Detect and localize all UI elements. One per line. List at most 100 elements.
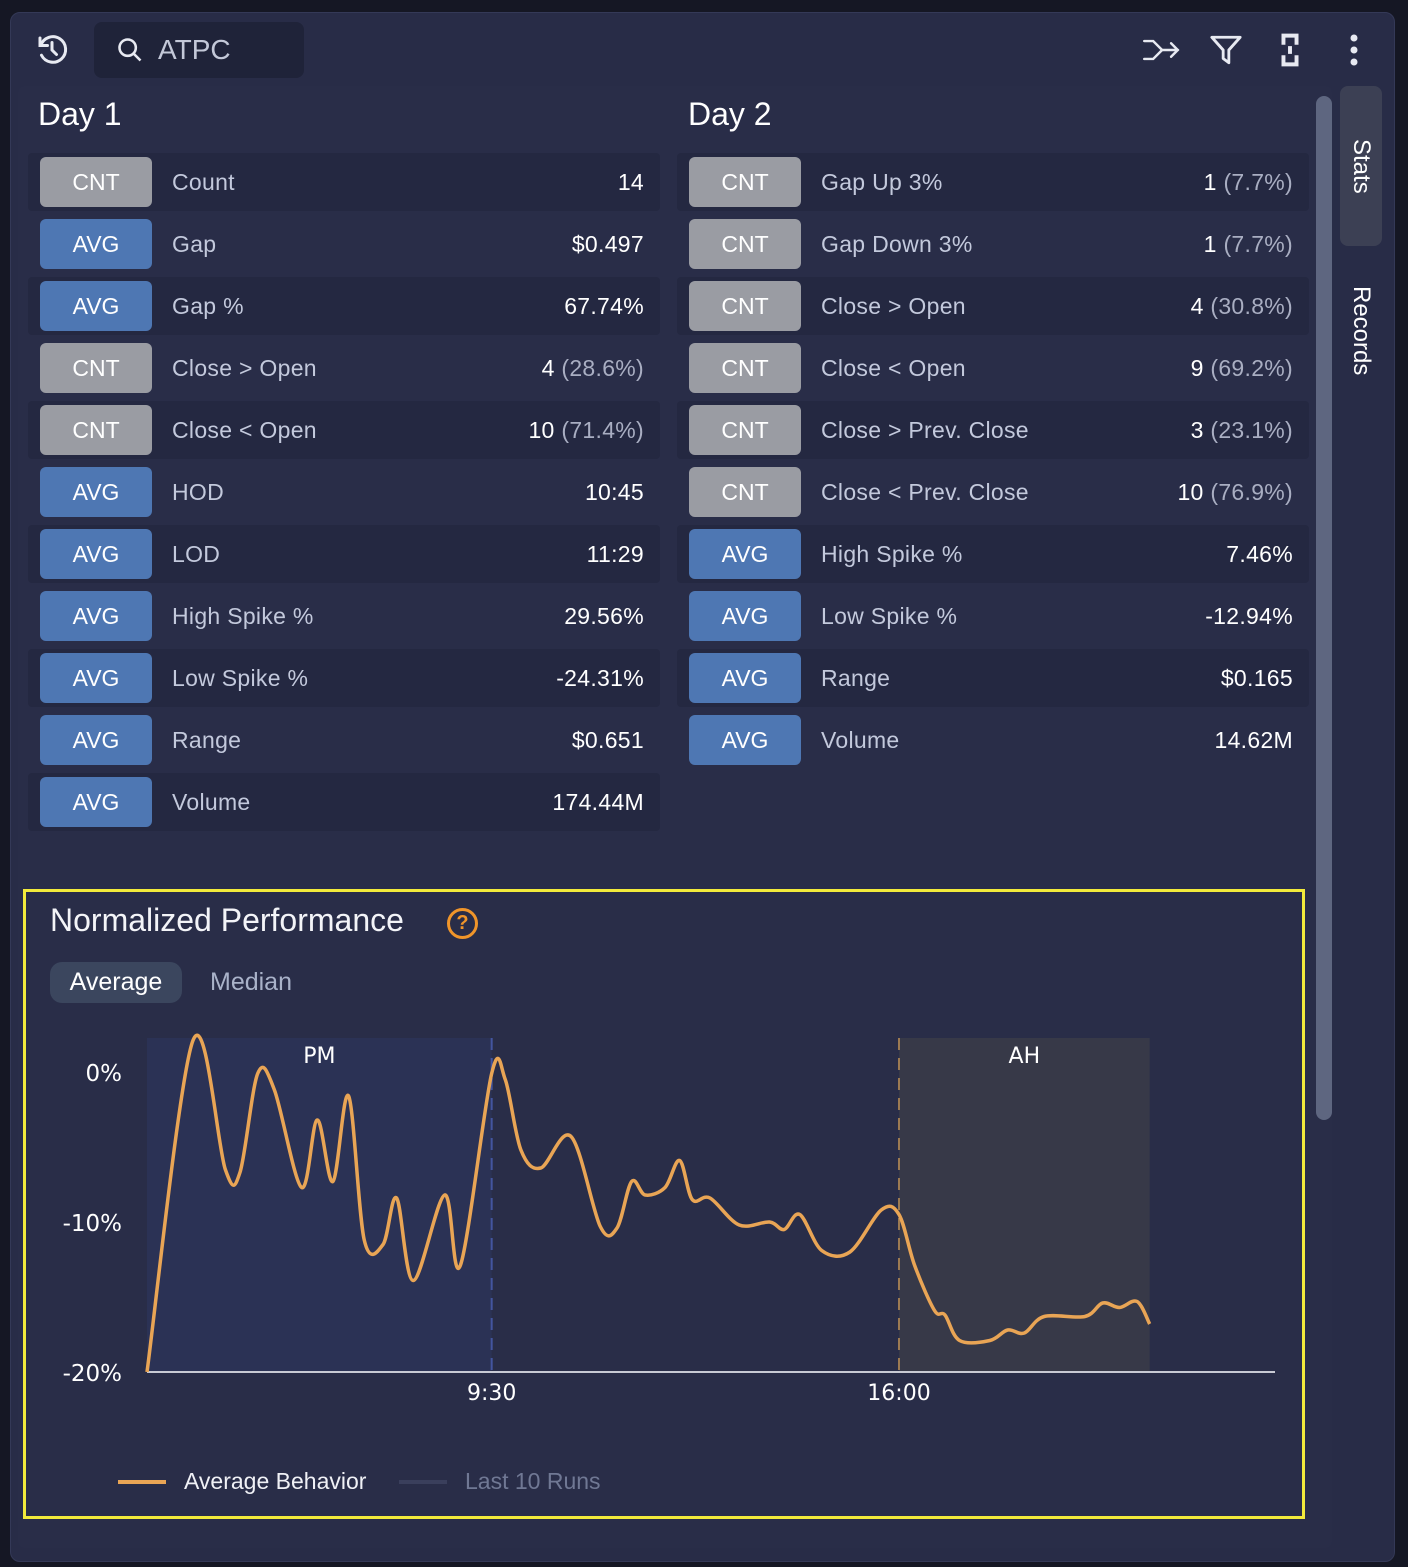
history-icon[interactable] [32, 30, 72, 70]
scrollbar[interactable] [1316, 96, 1332, 1120]
stat-value: 10:45 [585, 463, 644, 521]
stat-value: 10 (76.9%) [1177, 463, 1293, 521]
stat-value: 7.46% [1226, 525, 1293, 583]
stat-value: $0.651 [572, 711, 644, 769]
stat-row: AVG Low Spike % -12.94% [677, 587, 1309, 645]
stat-label: Count [172, 169, 235, 195]
stat-main-value: 67.74% [564, 293, 644, 319]
legend-swatch [118, 1479, 166, 1484]
tab-average[interactable]: Average [50, 962, 182, 1003]
help-icon[interactable]: ? [447, 908, 478, 939]
stat-type-badge: CNT [689, 281, 801, 331]
stat-type-badge: CNT [40, 343, 152, 393]
search-value: ATPC [158, 34, 231, 65]
stat-type-badge: AVG [40, 591, 152, 641]
stat-label: Low Spike % [172, 665, 309, 691]
stat-percent: (71.4%) [561, 417, 644, 443]
stat-label: HOD [172, 479, 225, 505]
stat-main-value: 10 [528, 417, 555, 443]
stat-label: Close < Open [172, 417, 317, 443]
stat-type-badge: AVG [40, 281, 152, 331]
stat-percent: (7.7%) [1223, 231, 1293, 257]
stat-main-value: 10:45 [584, 479, 644, 505]
stat-main-value: $0.497 [571, 231, 644, 257]
legend-average-behavior[interactable]: Average Behavior [118, 1468, 366, 1495]
stat-row: CNT Close < Prev. Close 10 (76.9%) [677, 463, 1309, 521]
stat-type-badge: AVG [40, 777, 152, 827]
stat-label: Close > Prev. Close [821, 417, 1029, 443]
chart-title: Normalized Performance [50, 902, 404, 938]
stat-row: AVG Range $0.651 [28, 711, 660, 769]
stat-value: 174.44M [552, 773, 644, 831]
stat-value: 14.62M [1214, 711, 1293, 769]
stat-label: Gap % [172, 293, 244, 319]
search-input[interactable]: ATPC [94, 22, 304, 78]
stat-value: 9 (69.2%) [1191, 339, 1293, 397]
stat-main-value: 11:29 [586, 541, 644, 567]
stat-label: High Spike % [821, 541, 963, 567]
stat-main-value: 3 [1190, 417, 1204, 443]
stat-label: Range [172, 727, 242, 753]
legend-swatch [399, 1479, 447, 1484]
stat-main-value: 14 [617, 169, 644, 195]
stat-type-badge: AVG [689, 591, 801, 641]
stat-row: AVG Volume 14.62M [677, 711, 1309, 769]
stat-main-value: 1 [1203, 231, 1217, 257]
day2-title: Day 2 [688, 96, 772, 132]
stat-label: Close > Open [172, 355, 317, 381]
stat-main-value: 4 [1190, 293, 1204, 319]
stat-row: AVG HOD 10:45 [28, 463, 660, 521]
stat-value: 11:29 [587, 525, 644, 583]
stat-row: CNT Close > Open 4 (28.6%) [28, 339, 660, 397]
stat-row: CNT Gap Down 3% 1 (7.7%) [677, 215, 1309, 273]
legend-last-10-runs[interactable]: Last 10 Runs [399, 1468, 601, 1495]
stat-label: High Spike % [172, 603, 314, 629]
stat-label: Low Spike % [821, 603, 958, 629]
stat-label: Volume [821, 727, 900, 753]
stat-type-badge: AVG [40, 653, 152, 703]
stat-row: CNT Close < Open 10 (71.4%) [28, 401, 660, 459]
stat-row: AVG Range $0.165 [677, 649, 1309, 707]
merge-arrow-icon[interactable] [1140, 30, 1182, 70]
stat-type-badge: CNT [40, 157, 152, 207]
stat-type-badge: AVG [40, 715, 152, 765]
stat-value: 4 (30.8%) [1191, 277, 1293, 335]
tab-median[interactable]: Median [210, 968, 292, 996]
search-icon [118, 38, 142, 62]
stat-type-badge: CNT [689, 467, 801, 517]
stat-type-badge: AVG [689, 715, 801, 765]
stat-label: Close < Open [821, 355, 966, 381]
link-bracket-icon[interactable] [1270, 30, 1310, 70]
stat-type-badge: CNT [689, 157, 801, 207]
stat-main-value: 10 [1177, 479, 1204, 505]
stat-percent: (69.2%) [1210, 355, 1293, 381]
stat-type-badge: CNT [689, 343, 801, 393]
stat-main-value: $0.165 [1220, 665, 1293, 691]
filter-icon[interactable] [1206, 30, 1246, 70]
stat-type-badge: CNT [689, 405, 801, 455]
stat-value: $0.497 [572, 215, 644, 273]
stat-main-value: 29.56% [564, 603, 644, 629]
stat-type-badge: AVG [40, 219, 152, 269]
stat-label: Close > Open [821, 293, 966, 319]
stat-main-value: 14.62M [1214, 727, 1293, 753]
stat-percent: (28.6%) [561, 355, 644, 381]
stat-label: Volume [172, 789, 251, 815]
stat-type-badge: CNT [689, 219, 801, 269]
stat-label: Gap Down 3% [821, 231, 973, 257]
legend-label: Average Behavior [184, 1468, 367, 1494]
stat-row: CNT Gap Up 3% 1 (7.7%) [677, 153, 1309, 211]
stat-value: -24.31% [556, 649, 644, 707]
stat-label: Gap Up 3% [821, 169, 943, 195]
tab-records[interactable]: Records [1340, 256, 1382, 406]
stat-value: 1 (7.7%) [1204, 215, 1293, 273]
stat-row: CNT Count 14 [28, 153, 660, 211]
tab-stats[interactable]: Stats [1340, 86, 1382, 246]
stat-label: LOD [172, 541, 221, 567]
more-vertical-icon[interactable] [1336, 30, 1372, 70]
stat-main-value: 9 [1190, 355, 1204, 381]
stat-main-value: 1 [1203, 169, 1217, 195]
stat-value: 3 (23.1%) [1191, 401, 1293, 459]
stat-row: AVG Gap $0.497 [28, 215, 660, 273]
stat-row: CNT Close < Open 9 (69.2%) [677, 339, 1309, 397]
